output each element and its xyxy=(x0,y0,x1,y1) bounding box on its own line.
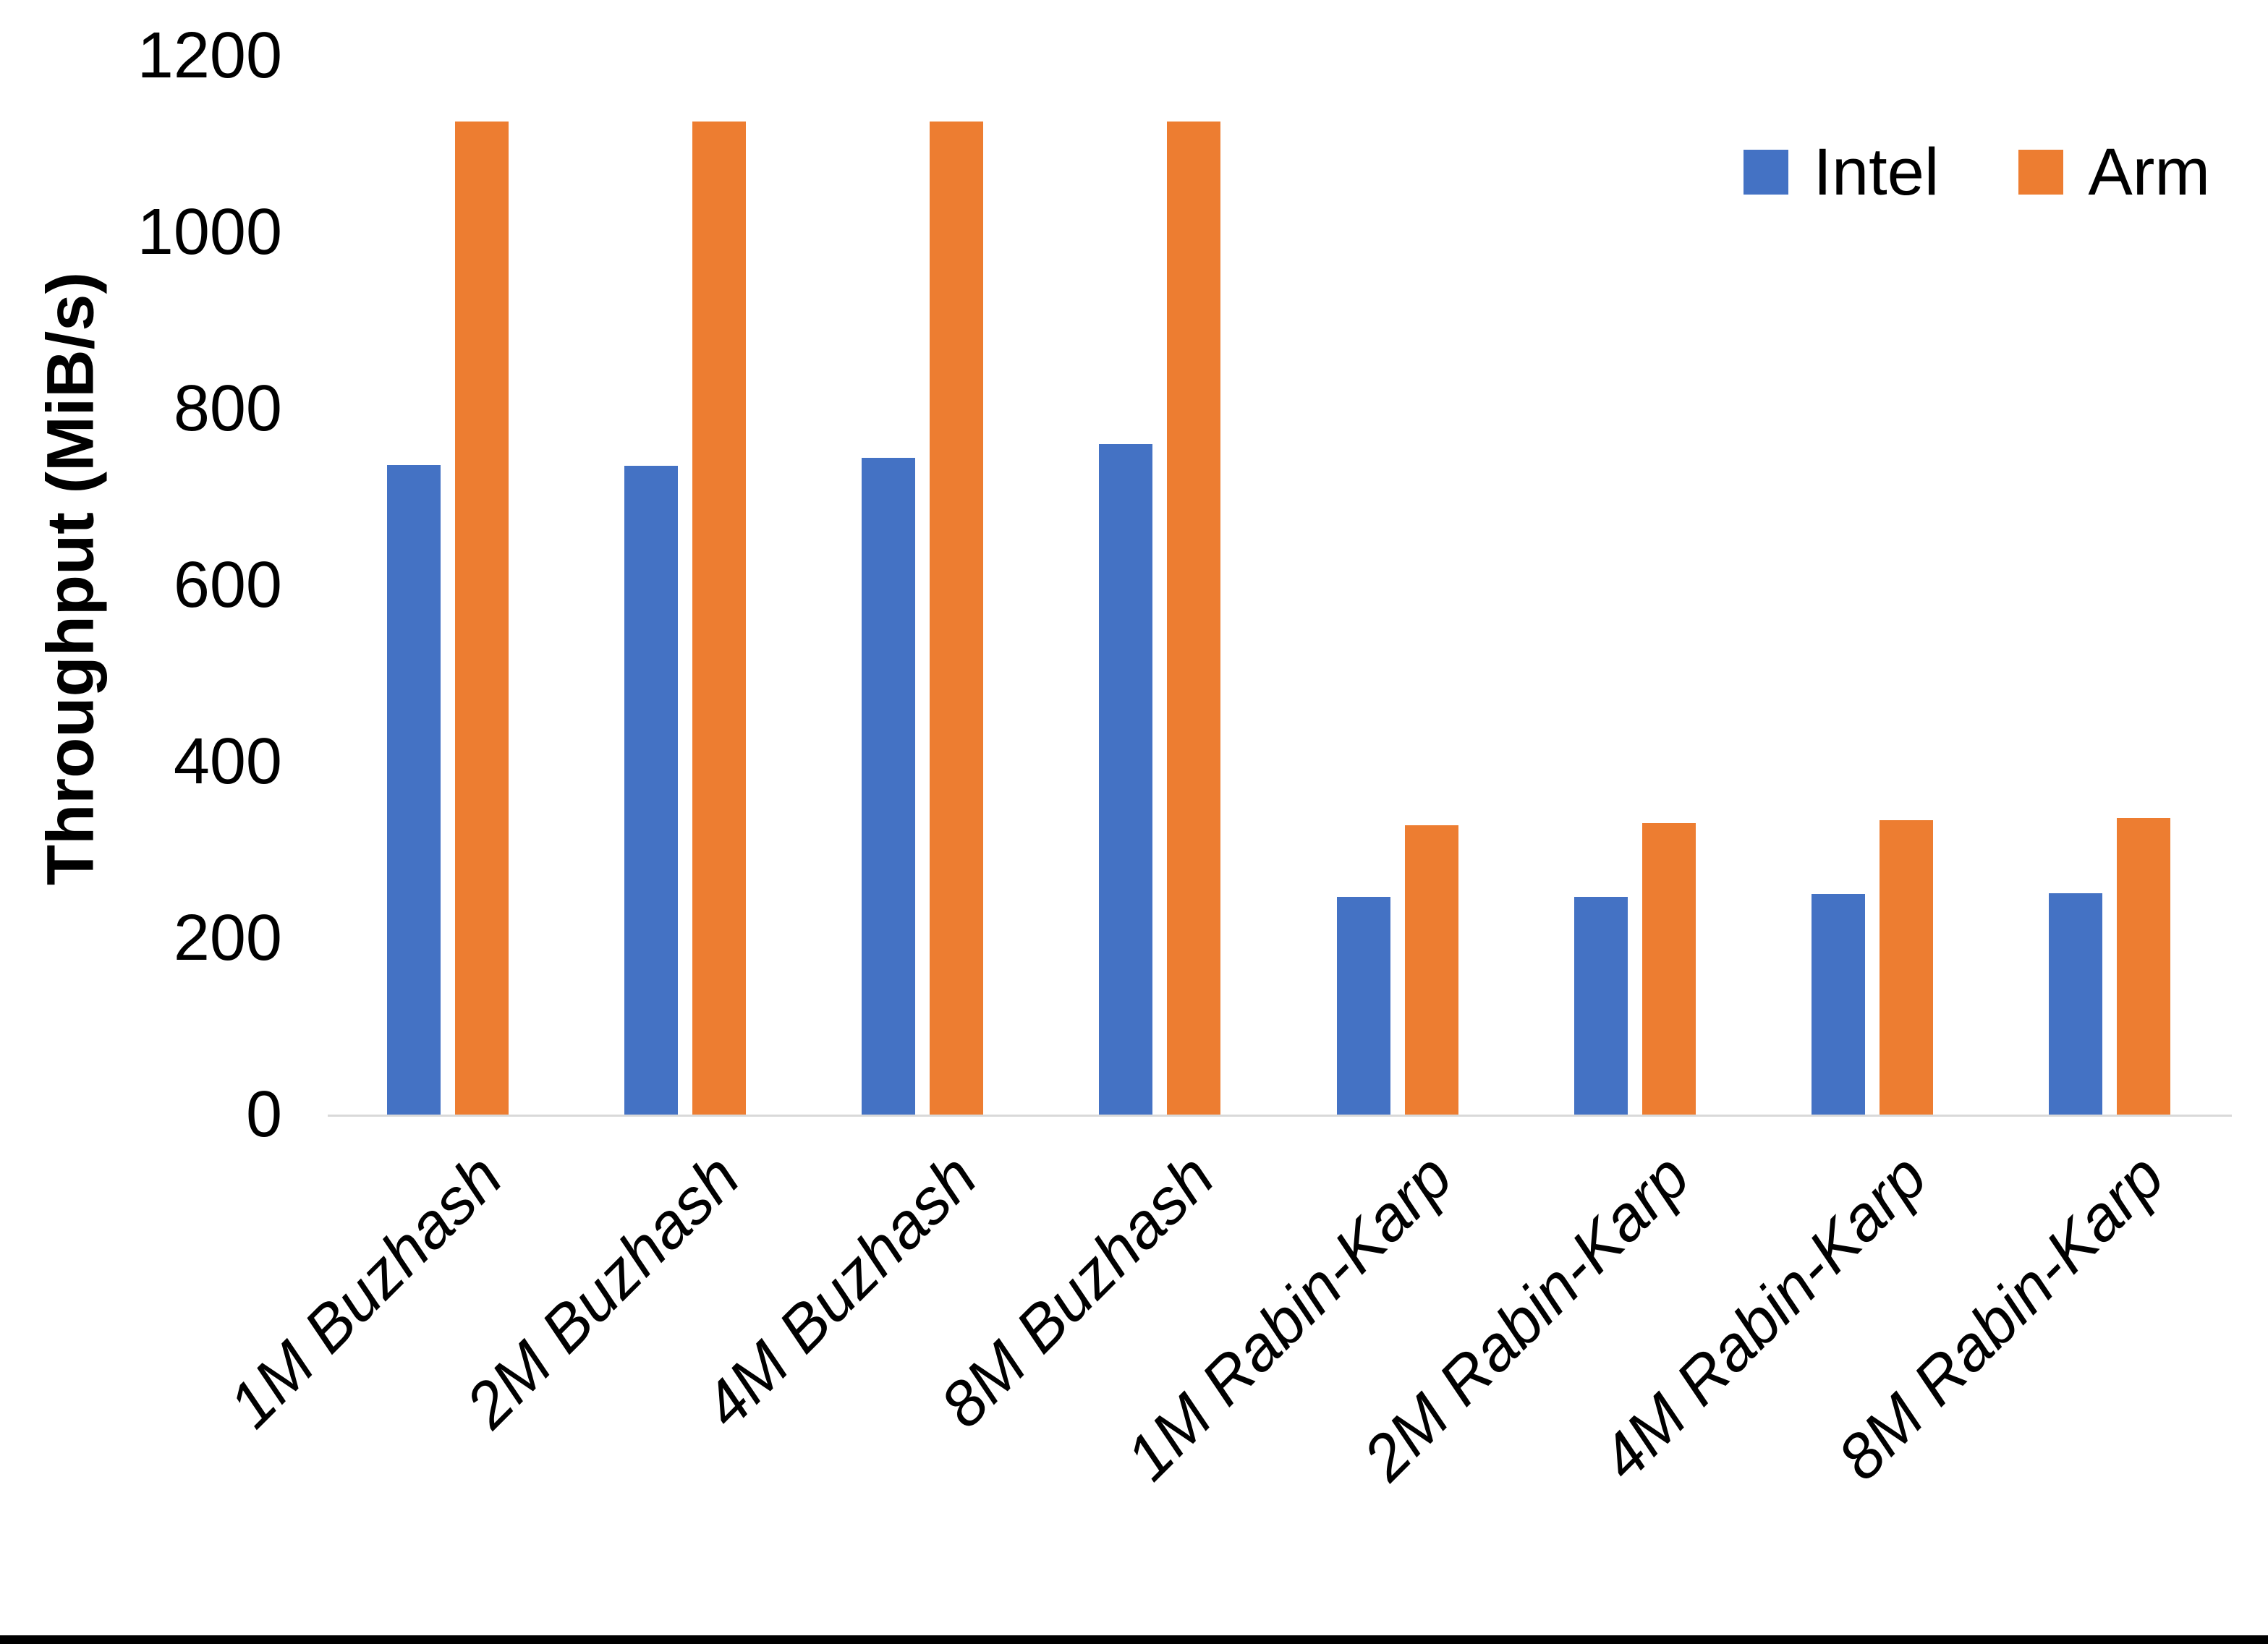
legend: Intel Arm xyxy=(1744,139,2210,205)
x-label-4m-buzhash: 4M Buzhash xyxy=(689,1140,990,1441)
bar-intel-1m-rabin-karp xyxy=(1336,897,1390,1115)
legend-item-intel: Intel xyxy=(1744,139,1939,205)
bar-arm-4m-buzhash xyxy=(930,122,984,1115)
bar-intel-4m-buzhash xyxy=(862,458,916,1115)
y-tick-label-200: 200 xyxy=(173,902,282,974)
bar-intel-2m-rabin-karp xyxy=(1573,897,1628,1115)
bar-intel-2m-buzhash xyxy=(624,466,679,1115)
arm-legend-label: Arm xyxy=(2088,135,2210,209)
bar-arm-2m-rabin-karp xyxy=(1641,823,1696,1115)
bar-intel-8m-buzhash xyxy=(1099,444,1153,1115)
image-bottom-edge xyxy=(0,1635,2268,1644)
bar-arm-2m-buzhash xyxy=(692,122,747,1115)
bar-arm-1m-buzhash xyxy=(455,122,509,1115)
x-label-8m-buzhash: 8M Buzhash xyxy=(927,1140,1228,1441)
bar-intel-1m-buzhash xyxy=(387,465,441,1115)
x-axis-line xyxy=(328,1115,2232,1117)
y-tick-label-0: 0 xyxy=(245,1078,282,1151)
x-label-8m-rabin-karp: 8M Rabin-Karp xyxy=(1824,1140,2178,1494)
y-tick-label-600: 600 xyxy=(173,549,282,621)
arm-legend-swatch-icon xyxy=(2018,150,2064,195)
y-tick-label-1000: 1000 xyxy=(137,196,282,268)
intel-legend-label: Intel xyxy=(1813,135,1940,209)
x-label-1m-buzhash: 1M Buzhash xyxy=(214,1140,516,1441)
x-label-1m-rabin-karp: 1M Rabin-Karp xyxy=(1111,1140,1466,1494)
x-label-2m-rabin-karp: 2M Rabin-Karp xyxy=(1349,1140,1703,1494)
bar-arm-4m-rabin-karp xyxy=(1879,820,1933,1115)
bar-arm-1m-rabin-karp xyxy=(1404,825,1458,1115)
y-tick-label-400: 400 xyxy=(173,725,282,798)
bar-intel-4m-rabin-karp xyxy=(1811,894,1865,1115)
y-tick-label-800: 800 xyxy=(173,372,282,445)
bar-arm-8m-buzhash xyxy=(1167,122,1221,1115)
x-label-2m-buzhash: 2M Buzhash xyxy=(451,1140,753,1441)
bar-arm-8m-rabin-karp xyxy=(2116,818,2170,1115)
intel-legend-swatch-icon xyxy=(1744,150,1789,195)
legend-item-arm: Arm xyxy=(2018,139,2210,205)
x-label-4m-rabin-karp: 4M Rabin-Karp xyxy=(1586,1140,1940,1494)
bar-intel-8m-rabin-karp xyxy=(2048,893,2102,1115)
y-tick-label-1200: 1200 xyxy=(137,20,282,92)
